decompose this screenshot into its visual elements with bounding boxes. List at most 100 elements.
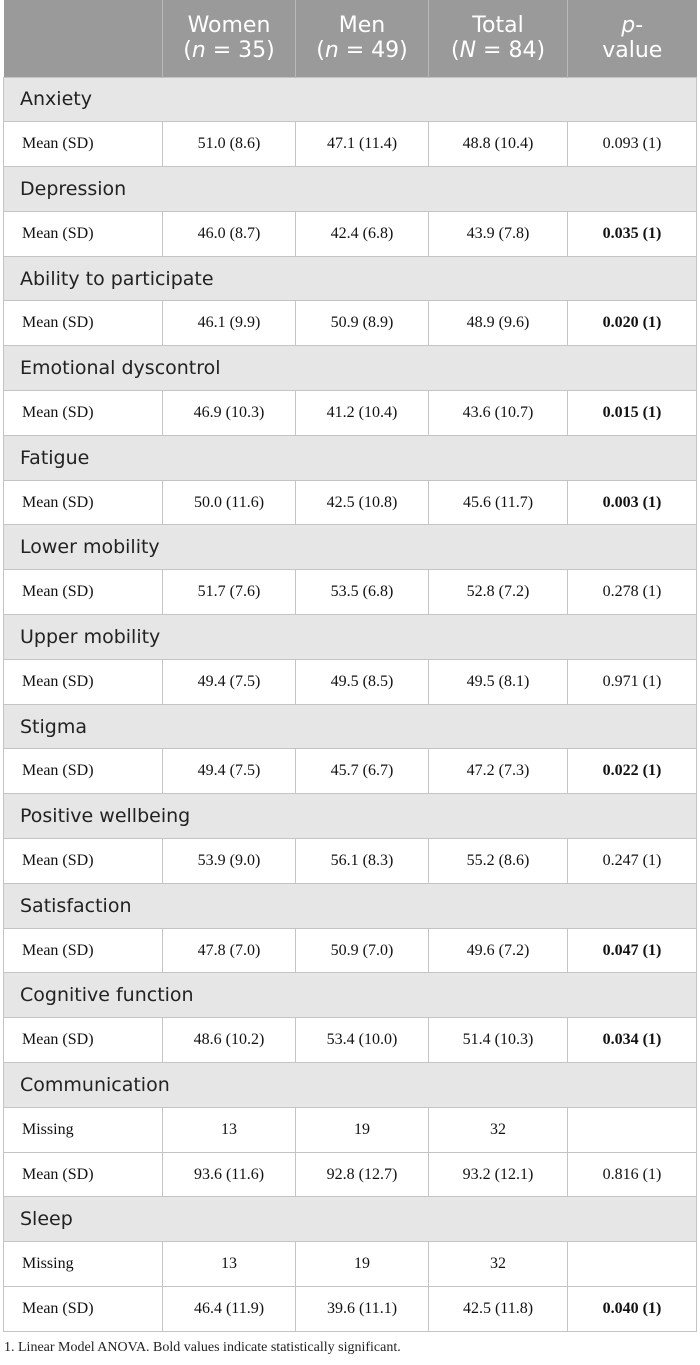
section-title: Emotional dyscontrol bbox=[3, 345, 697, 392]
header-cell: Men (n = 49) bbox=[295, 0, 429, 77]
row-label: Mean (SD) bbox=[3, 1151, 163, 1198]
cell: 49.4 (7.5) bbox=[162, 658, 296, 705]
data-row: Mean (SD) 53.9 (9.0) 56.1 (8.3) 55.2 (8.6) 0… bbox=[3, 838, 697, 884]
header-line: (n = 35) bbox=[163, 38, 295, 63]
cell: 53.9 (9.0) bbox=[162, 838, 296, 884]
section-row: Anxiety bbox=[3, 76, 697, 123]
header-cell bbox=[3, 0, 163, 77]
cell: 45.7 (6.7) bbox=[295, 748, 429, 795]
section-row: Satisfaction bbox=[3, 882, 697, 929]
header-text: Men bbox=[338, 13, 386, 39]
cell: 50.9 (8.9) bbox=[295, 300, 429, 347]
row-label: Missing bbox=[3, 1241, 163, 1288]
data-row: Mean (SD) 46.0 (8.7) 42.4 (6.8) 43.9 (7.8) 0… bbox=[3, 210, 697, 257]
header-text: N bbox=[459, 38, 477, 64]
header-text: p bbox=[621, 13, 636, 39]
footnote: 1. Linear Model ANOVA. Bold values indic… bbox=[4, 1340, 401, 1355]
cell: 43.9 (7.8) bbox=[428, 210, 568, 257]
row-label: Mean (SD) bbox=[3, 927, 163, 974]
data-row: Mean (SD) 50.0 (11.6) 42.5 (10.8) 45.6 (11.… bbox=[3, 479, 697, 526]
data-row: Mean (SD) 46.1 (9.9) 50.9 (8.9) 48.9 (9.6) 0… bbox=[3, 300, 697, 347]
cell: 53.5 (6.8) bbox=[295, 569, 429, 616]
cell: 48.9 (9.6) bbox=[428, 300, 568, 347]
section-row: Ability to participate bbox=[3, 255, 697, 302]
section-title: Upper mobility bbox=[3, 614, 697, 660]
row-label: Mean (SD) bbox=[3, 748, 163, 795]
header-cell: Total (N = 84) bbox=[428, 0, 568, 77]
cell: 13 bbox=[162, 1241, 296, 1288]
header-text: ( bbox=[450, 38, 460, 64]
section-row: Cognitive function bbox=[3, 972, 697, 1019]
cell: 32 bbox=[428, 1241, 568, 1288]
section-row: Emotional dyscontrol bbox=[3, 345, 697, 392]
section-title: Fatigue bbox=[3, 434, 697, 481]
header-row: Women (n = 35) Men (n = 49) Total (N = 84) p-v… bbox=[3, 0, 697, 77]
data-row: Mean (SD) 47.8 (7.0) 50.9 (7.0) 49.6 (7.2) 0… bbox=[3, 927, 697, 974]
header-line: (n = 49) bbox=[296, 38, 428, 63]
header-cell: Women (n = 35) bbox=[162, 0, 296, 77]
row-label: Mean (SD) bbox=[3, 658, 163, 705]
row-label: Mean (SD) bbox=[3, 390, 163, 436]
cell: 93.2 (12.1) bbox=[428, 1151, 568, 1198]
cell: 51.0 (8.6) bbox=[162, 121, 296, 168]
header-line: p- bbox=[568, 13, 697, 38]
cell: 43.6 (10.7) bbox=[428, 390, 568, 436]
cell: 47.8 (7.0) bbox=[162, 927, 296, 974]
section-row: Upper mobility bbox=[3, 614, 697, 660]
cell: 0.247 (1) bbox=[567, 838, 697, 884]
cell: 0.020 (1) bbox=[567, 300, 697, 347]
row-label: Mean (SD) bbox=[3, 569, 163, 616]
section-title: Stigma bbox=[3, 703, 697, 750]
section-title: Cognitive function bbox=[3, 972, 697, 1019]
header-text: Total bbox=[472, 13, 524, 39]
cell bbox=[567, 1106, 697, 1153]
section-row: Lower mobility bbox=[3, 524, 697, 571]
header-text: ( bbox=[316, 38, 325, 64]
header-text: = 84) bbox=[476, 38, 546, 64]
header-cell: p-value bbox=[567, 0, 697, 77]
cell: 0.816 (1) bbox=[567, 1151, 697, 1198]
header-line: (N = 84) bbox=[429, 38, 567, 63]
section-row: Depression bbox=[3, 166, 697, 212]
cell: 0.003 (1) bbox=[567, 479, 697, 526]
section-row: Communication bbox=[3, 1062, 697, 1108]
cell: 19 bbox=[295, 1241, 429, 1288]
cell: 50.9 (7.0) bbox=[295, 927, 429, 974]
section-title: Satisfaction bbox=[3, 882, 697, 929]
header-line: Men bbox=[296, 13, 428, 38]
data-row: Missing 13 19 32 bbox=[3, 1241, 697, 1288]
header-text: n bbox=[324, 38, 339, 64]
section-title: Ability to participate bbox=[3, 255, 697, 302]
header-text: Women bbox=[187, 13, 271, 39]
data-row: Mean (SD) 48.6 (10.2) 53.4 (10.0) 51.4 (10.… bbox=[3, 1017, 697, 1064]
cell: 47.1 (11.4) bbox=[295, 121, 429, 168]
cell: 49.5 (8.1) bbox=[428, 658, 568, 705]
section-row: Sleep bbox=[3, 1196, 697, 1243]
row-label: Mean (SD) bbox=[3, 1286, 163, 1332]
cell: 49.6 (7.2) bbox=[428, 927, 568, 974]
cell: 47.2 (7.3) bbox=[428, 748, 568, 795]
cell: 46.9 (10.3) bbox=[162, 390, 296, 436]
cell: 0.047 (1) bbox=[567, 927, 697, 974]
cell: 0.035 (1) bbox=[567, 210, 697, 257]
results-table: Women (n = 35) Men (n = 49) Total (N = 84) p-v… bbox=[3, 0, 697, 1332]
cell: 46.0 (8.7) bbox=[162, 210, 296, 257]
cell: 0.034 (1) bbox=[567, 1017, 697, 1064]
row-label: Mean (SD) bbox=[3, 300, 163, 347]
cell: 13 bbox=[162, 1106, 296, 1153]
section-title: Depression bbox=[3, 166, 697, 212]
section-title: Communication bbox=[3, 1062, 697, 1108]
header-text: - bbox=[635, 13, 644, 39]
cell: 42.5 (11.8) bbox=[428, 1286, 568, 1332]
row-label: Missing bbox=[3, 1106, 163, 1153]
section-title: Positive wellbeing bbox=[3, 793, 697, 840]
cell: 48.6 (10.2) bbox=[162, 1017, 296, 1064]
cell: 48.8 (10.4) bbox=[428, 121, 568, 168]
cell: 19 bbox=[295, 1106, 429, 1153]
header-text: = 35) bbox=[205, 38, 275, 64]
data-row: Mean (SD) 51.7 (7.6) 53.5 (6.8) 52.8 (7.2) 0… bbox=[3, 569, 697, 616]
cell: 51.7 (7.6) bbox=[162, 569, 296, 616]
data-row: Mean (SD) 49.4 (7.5) 45.7 (6.7) 47.2 (7.3) 0… bbox=[3, 748, 697, 795]
header-line: value bbox=[568, 38, 697, 63]
